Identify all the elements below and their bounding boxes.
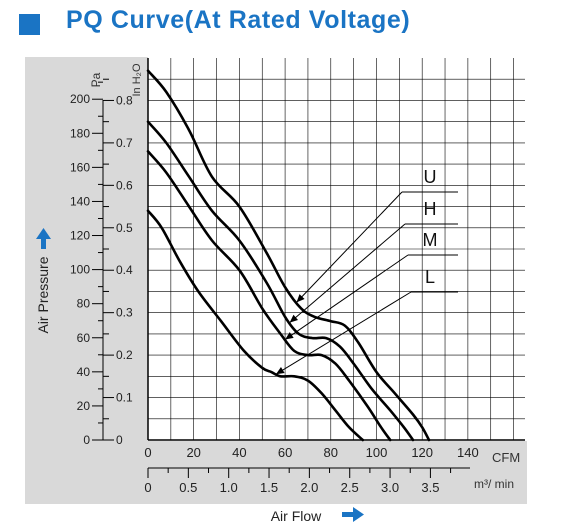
grid bbox=[148, 58, 525, 440]
y-tick-label-inh2o: 0.4 bbox=[116, 263, 133, 277]
legend-arrowhead-icon bbox=[275, 367, 285, 375]
x-tick-label-cfm: 80 bbox=[324, 445, 338, 460]
chart-panel bbox=[25, 57, 527, 504]
legend-arrowhead-icon bbox=[296, 294, 305, 303]
legend-leader-h bbox=[289, 223, 406, 323]
series-line-l bbox=[146, 209, 365, 442]
x-tick-label-m3min: 1.5 bbox=[260, 480, 278, 495]
legend-leader-u bbox=[296, 191, 403, 303]
y-tick-label-inh2o: 0.7 bbox=[116, 136, 133, 150]
x-tick-label-m3min: 3.5 bbox=[421, 480, 439, 495]
x-tick-label-cfm: 0 bbox=[144, 445, 151, 460]
title-square-icon bbox=[19, 14, 40, 35]
y-unit-primary: Pa bbox=[89, 72, 103, 87]
y-tick-label-pa: 180 bbox=[70, 126, 90, 140]
x-axis-arrow-icon bbox=[342, 507, 364, 522]
series-line-h bbox=[146, 120, 415, 442]
y-tick-label-inh2o: 0.2 bbox=[116, 348, 133, 362]
x-tick-label-m3min: 3.0 bbox=[381, 480, 399, 495]
y-tick-label-pa: 160 bbox=[70, 160, 90, 174]
legend-label-h: H bbox=[424, 199, 437, 219]
x-tick-label-m3min: 2.5 bbox=[341, 480, 359, 495]
legend-label-u: U bbox=[424, 167, 437, 187]
y-ticks: 0 20 40 60 80 100 120 140 160 180 200 0 0.1 0.2 0.3 0.4… bbox=[70, 78, 133, 447]
y-tick-label-inh2o: 0 bbox=[116, 433, 123, 447]
x-tick-label-cfm: 40 bbox=[232, 445, 246, 460]
x-axis-title: Air Flow bbox=[271, 508, 322, 524]
y-tick-label-inh2o: 0.3 bbox=[116, 306, 133, 320]
y-axis-arrow-icon bbox=[36, 228, 51, 249]
y-tick-label-pa: 120 bbox=[70, 229, 90, 243]
legend-label-l: L bbox=[425, 267, 435, 287]
y-tick-label-pa: 20 bbox=[77, 399, 91, 413]
y-tick-label-pa: 200 bbox=[70, 92, 90, 106]
legend-arrowhead-icon bbox=[285, 332, 294, 340]
x-tick-label-cfm: 20 bbox=[186, 445, 200, 460]
x-ticks: 0 20 40 60 80 100 120 140 0 0.5 1.0 1.5 2.0 2.5 3.0 3.5 bbox=[144, 445, 478, 495]
x-tick-label-m3min: 0.5 bbox=[179, 480, 197, 495]
y-axis-title: Air Pressure bbox=[35, 256, 51, 333]
legend-leader-m bbox=[284, 254, 409, 340]
x-unit-primary: CFM bbox=[492, 450, 520, 465]
x-tick-label-m3min: 0 bbox=[144, 480, 151, 495]
y-tick-label-pa: 60 bbox=[77, 331, 91, 345]
y-tick-label-pa: 40 bbox=[77, 365, 91, 379]
y-tick-label-pa: 100 bbox=[70, 263, 90, 277]
series-line-u bbox=[146, 69, 431, 442]
x-tick-label-cfm: 140 bbox=[457, 445, 479, 460]
legend-arrowhead-icon bbox=[289, 314, 299, 323]
y-tick-label-pa: 0 bbox=[83, 433, 90, 447]
series-line-m bbox=[146, 150, 392, 442]
x-unit-secondary: m³/ min bbox=[474, 477, 514, 491]
page-title: PQ Curve(At Rated Voltage) bbox=[66, 6, 411, 34]
legend-label-m: M bbox=[423, 230, 438, 250]
legend-leader-l bbox=[275, 291, 412, 375]
series-lines bbox=[146, 69, 431, 442]
y-tick-label-pa: 140 bbox=[70, 194, 90, 208]
y-tick-label-inh2o: 0.8 bbox=[116, 93, 133, 107]
x-tick-label-m3min: 1.0 bbox=[220, 480, 238, 495]
x-tick-label-m3min: 2.0 bbox=[300, 480, 318, 495]
y-tick-label-inh2o: 0.6 bbox=[116, 178, 133, 192]
y-unit-secondary: In H₂O bbox=[131, 63, 143, 96]
y-tick-label-inh2o: 0.5 bbox=[116, 221, 133, 235]
x-tick-label-cfm: 100 bbox=[366, 445, 388, 460]
x-tick-label-cfm: 120 bbox=[411, 445, 433, 460]
y-tick-label-pa: 80 bbox=[77, 297, 91, 311]
x-tick-label-cfm: 60 bbox=[278, 445, 292, 460]
y-tick-label-inh2o: 0.1 bbox=[116, 391, 133, 405]
